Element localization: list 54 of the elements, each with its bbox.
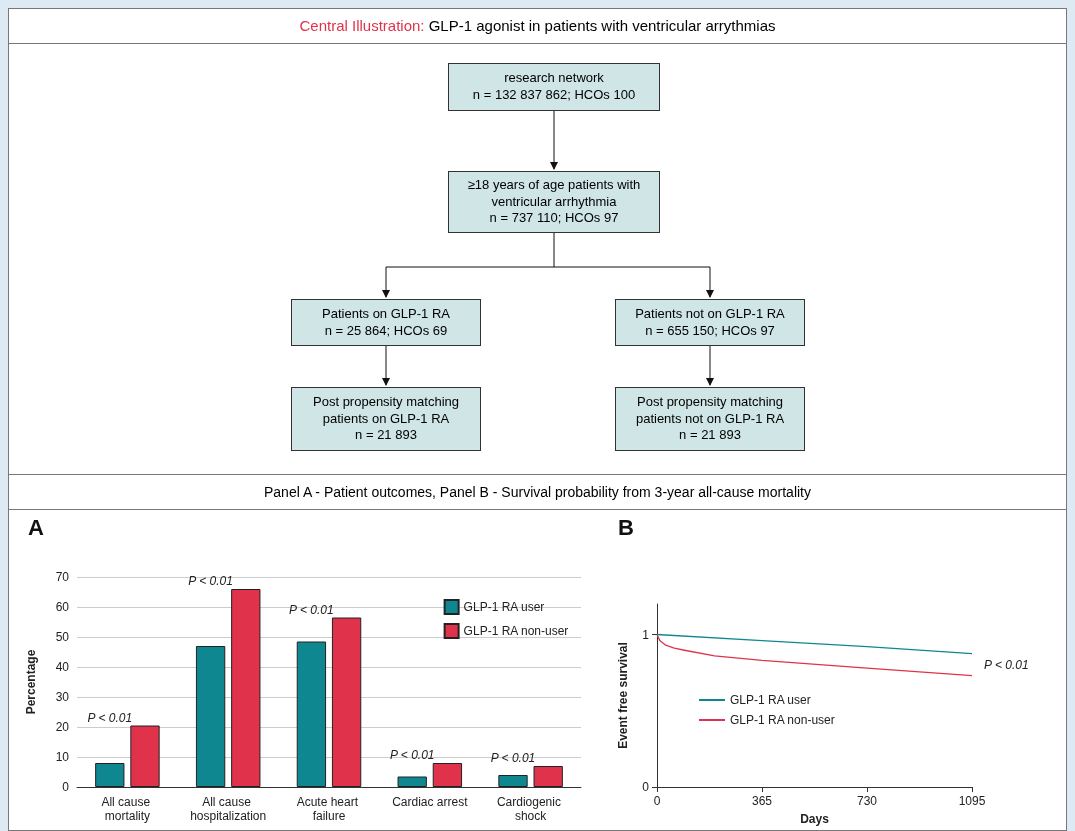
text: Post propensity matching patients on GLP-1 RA n = 21 893	[291, 387, 481, 451]
legend-label: GLP-1 RA user	[463, 600, 545, 614]
legend-label: GLP-1 RA non-user	[463, 624, 569, 638]
bar	[195, 646, 226, 787]
y-tick-label: 60	[55, 600, 70, 614]
x-tick-label: Cardiac arrest	[392, 795, 469, 809]
text: P < 0.01	[984, 657, 1029, 672]
x-tick-label: Cardiogenic shock	[496, 795, 565, 823]
bar	[498, 775, 528, 787]
y-axis-title: Event free survival	[616, 642, 630, 749]
bar	[296, 641, 327, 787]
text: research network n = 132 837 862; HCOs 100	[448, 63, 660, 111]
y-axis-title: Percentage	[24, 649, 38, 715]
annotation: P < 0.01	[490, 751, 536, 765]
y-tick-label: 20	[55, 720, 70, 734]
annotation: P < 0.01	[389, 748, 435, 762]
chart-title: A	[28, 514, 44, 540]
y-tick-label: 50	[55, 630, 70, 644]
bar	[231, 589, 261, 787]
x-tick-label: All cause hospitalization	[190, 795, 267, 823]
bar	[331, 617, 362, 787]
x-axis-title: Days	[800, 812, 830, 826]
line-series	[656, 633, 973, 655]
text: Central Illustration:	[299, 17, 425, 34]
y-tick-label: 70	[55, 570, 70, 584]
text: ≥18 years of age patients with ventricular arrhythmia n = 737 110; HCOs 97	[448, 171, 660, 233]
bar	[95, 763, 125, 787]
bar	[397, 776, 427, 787]
x-tick-label: 1095	[958, 794, 986, 808]
annotation: P < 0.01	[87, 710, 133, 725]
x-tick-label: 730	[856, 794, 878, 808]
text: Patients not on GLP-1 RA n = 655 150; HCOs 97	[615, 299, 805, 346]
text: Patients on GLP-1 RA n = 25 864; HCOs 69	[291, 299, 481, 346]
y-tick-label: 0	[62, 780, 70, 794]
text: GLP-1 agonist in patients with ventricular arrythmias	[428, 17, 776, 34]
chart-title: B	[618, 514, 634, 540]
legend-label: GLP-1 RA non-user	[730, 713, 835, 727]
x-tick-label: Acute heart failure	[296, 795, 362, 823]
x-tick-label: 0	[653, 794, 661, 808]
annotation: P < 0.01	[188, 574, 233, 588]
legend-label: GLP-1 RA user	[730, 693, 811, 707]
text: Panel A - Patient outcomes, Panel B - Survival probability from 3-year all-cause mortality	[9, 474, 1066, 510]
y-tick-label: 40	[55, 660, 70, 674]
bar	[432, 763, 463, 787]
y-tick-label: 30	[55, 690, 70, 704]
x-tick-label: 365	[751, 794, 773, 808]
y-tick-label: 10	[55, 750, 70, 764]
annotation: P < 0.01	[289, 602, 334, 617]
y-tick-label: 1	[642, 627, 650, 642]
text: Post propensity matching patients not on GLP-1 RA n = 21 893	[615, 387, 805, 451]
x-tick-label: All cause mortality	[101, 795, 154, 823]
line-series	[656, 633, 973, 677]
bar	[533, 766, 563, 787]
bar	[130, 725, 160, 787]
